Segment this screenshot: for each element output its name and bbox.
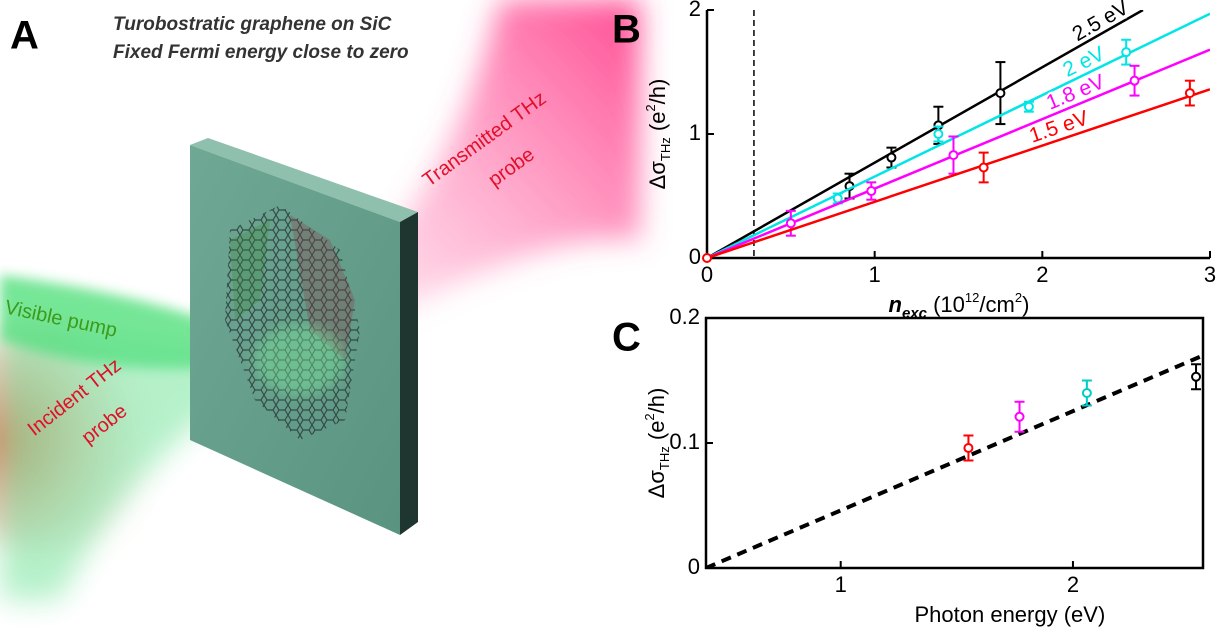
panel-label: A xyxy=(10,14,39,58)
x-tick-label: 1 xyxy=(835,572,847,597)
axis-label-part: THz xyxy=(657,446,672,470)
graphene-layer xyxy=(290,215,355,360)
y-tick-label: 0 xyxy=(688,554,700,579)
slab-side xyxy=(400,212,418,535)
axis-label-part: THz xyxy=(658,137,673,161)
data-point xyxy=(948,150,959,161)
axis-label-part: Δσ xyxy=(645,161,670,190)
fit-line xyxy=(707,88,1210,258)
data-point xyxy=(785,218,796,229)
axis-label-part: n xyxy=(889,292,902,317)
axis-label-part: exc xyxy=(902,305,928,322)
axis-label-part: /h) xyxy=(645,79,670,105)
data-point xyxy=(1014,411,1025,422)
panel-label: C xyxy=(612,316,641,360)
y-tick-label: 0.1 xyxy=(669,429,700,454)
panel-title: Turobostratic graphene on SiC xyxy=(113,14,392,35)
fit-line xyxy=(706,353,1203,568)
plot-frame xyxy=(704,316,1205,570)
panel-label: B xyxy=(612,8,641,52)
data-point xyxy=(866,186,877,197)
axis-label-part: Δσ xyxy=(644,470,669,499)
x-tick-label: 2 xyxy=(1036,262,1048,287)
axis-label-part: ) xyxy=(1022,292,1029,317)
panel-title: Fixed Fermi energy close to zero xyxy=(113,42,409,63)
data-point xyxy=(1129,75,1140,86)
y-axis-label: ΔσTHz (e2/h) xyxy=(642,388,672,499)
x-tick-label: 2 xyxy=(1067,572,1079,597)
illustration xyxy=(0,0,640,600)
fit-line xyxy=(707,12,1210,258)
data-point xyxy=(1023,101,1034,112)
x-tick-label: 3 xyxy=(1204,262,1216,287)
fit-line xyxy=(707,10,1144,258)
axis-label-part: /cm xyxy=(979,292,1014,317)
axis-label-part: /h) xyxy=(644,388,669,414)
axis-label-part: Photon energy (eV) xyxy=(915,602,1106,627)
data-point xyxy=(978,162,989,173)
y-tick-label: 2 xyxy=(689,0,701,21)
axis-label-part: 2 xyxy=(1015,290,1022,305)
x-axis-label: nexc (1012/cm2) xyxy=(889,290,1030,323)
data-point xyxy=(1081,388,1092,398)
axis-label-part: (10 xyxy=(927,292,965,317)
data-point xyxy=(886,152,897,163)
data-point xyxy=(1184,88,1195,99)
data-point xyxy=(933,129,944,139)
data-point xyxy=(995,88,1006,99)
y-tick-label: 1 xyxy=(689,120,701,145)
data-point xyxy=(832,193,843,204)
y-axis-label: ΔσTHz (e2/h) xyxy=(643,79,673,190)
data-point xyxy=(1191,371,1202,382)
axis-label-part: (e xyxy=(645,112,670,138)
graphene-layer xyxy=(230,220,270,320)
axis-label-part: 2 xyxy=(643,104,658,111)
x-axis-label: Photon energy (eV) xyxy=(915,602,1106,627)
slab-top xyxy=(190,138,418,222)
axis-label-part: 2 xyxy=(642,413,657,420)
pump-spot xyxy=(255,325,345,395)
x-tick-label: 0 xyxy=(701,262,713,287)
y-tick-label: 0.2 xyxy=(669,304,700,329)
axis-label-part: 12 xyxy=(965,290,979,305)
axis-label-part: (e xyxy=(644,421,669,447)
data-point xyxy=(963,443,974,453)
y-tick-label: 0 xyxy=(689,244,701,269)
data-point xyxy=(1121,47,1132,58)
data-point xyxy=(702,253,712,263)
x-tick-label: 1 xyxy=(869,262,881,287)
